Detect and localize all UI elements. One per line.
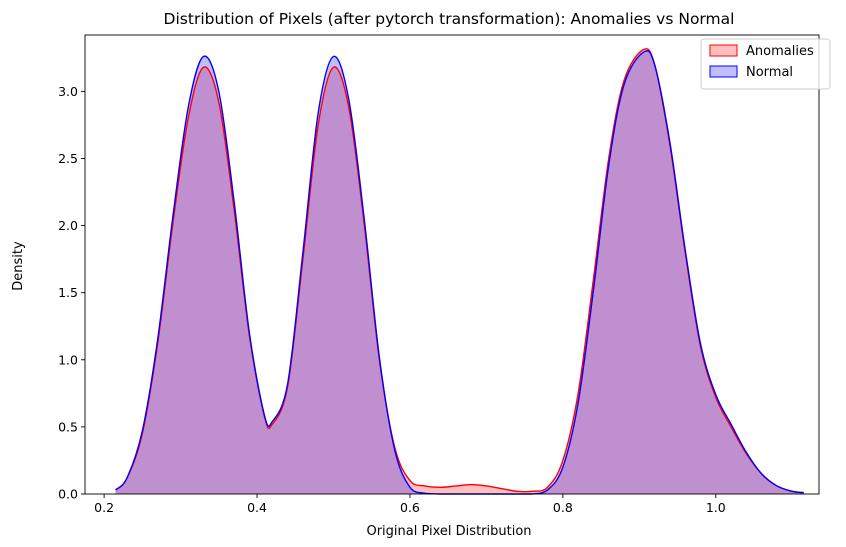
y-tick-label: 0.0 [58,487,78,502]
legend: Anomalies Normal [700,38,831,90]
y-tick-label: 1.0 [58,352,78,367]
legend-swatch-normal [709,65,738,78]
x-tick-label: 0.2 [94,500,114,515]
series-area-normal [115,50,804,494]
y-tick-label: 2.0 [58,218,78,233]
y-tick-label: 2.5 [58,151,78,166]
legend-label-anomalies: Anomalies [746,44,814,59]
series-area-anomalies [115,48,804,495]
axes-frame [84,34,820,495]
legend-swatch-anomalies [709,44,738,57]
x-tick-label: 0.4 [247,500,267,515]
x-tick-label: 0.6 [400,500,420,515]
y-tick-label: 0.5 [58,419,78,434]
y-tick-label: 1.5 [58,285,78,300]
y-axis-label: Density [11,241,26,291]
x-axis-label: Original Pixel Distribution [366,524,531,539]
x-tick-label: 1.0 [706,500,726,515]
y-tick-label: 3.0 [58,84,78,99]
x-tick-label: 0.8 [553,500,573,515]
axes: 0.2 0.4 0.6 0.8 1.0 0.0 0.5 1.0 1.5 2.0 2.5 3.0 [58,34,820,515]
legend-label-normal: Normal [746,65,793,80]
chart-title: Distribution of Pixels (after pytorch tr… [164,10,735,28]
